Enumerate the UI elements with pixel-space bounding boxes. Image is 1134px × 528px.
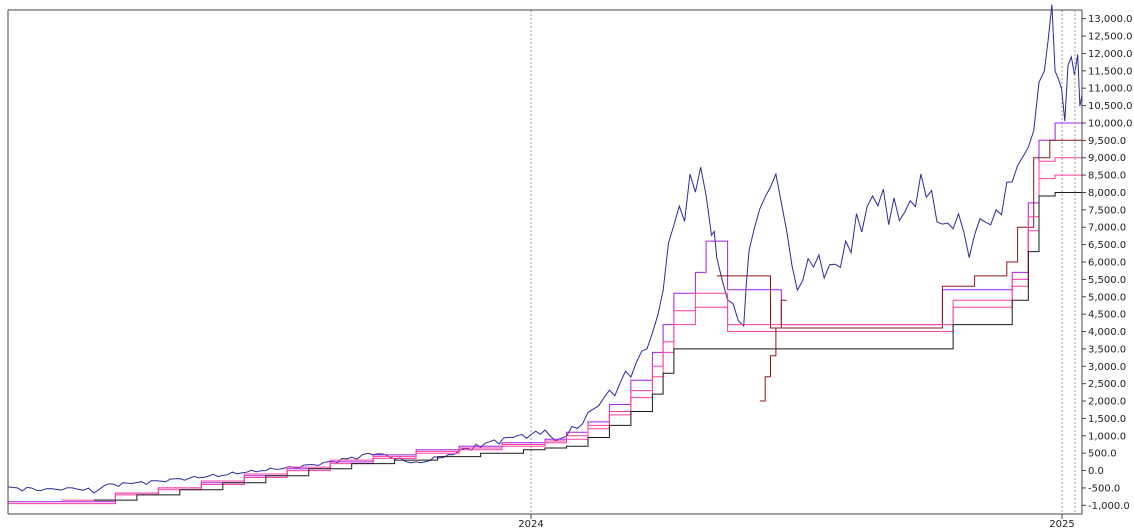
axis-layer: 13,000.0 12,500.0 12,000.0 11,500.0 11,000.0… <box>7 9 1133 528</box>
y-tick-label: 6,000.0 <box>1088 258 1126 269</box>
y-tick-label: 1,000.0 <box>1088 431 1126 442</box>
y-tick-label: 7,500.0 <box>1088 205 1126 216</box>
y-tick-label: -1,000.0 <box>1088 501 1130 512</box>
y-tick-label: 10,000.0 <box>1088 118 1133 129</box>
y-tick-label: 8,500.0 <box>1088 171 1126 182</box>
y-tick-label: 9,000.0 <box>1088 153 1126 164</box>
y-tick-label: 11,500.0 <box>1088 66 1133 77</box>
y-tick-label: 0.0 <box>1088 466 1104 477</box>
y-tick-label: 13,000.0 <box>1088 14 1133 25</box>
y-tick-label: 5,500.0 <box>1088 275 1126 286</box>
y-tick-label: 3,500.0 <box>1088 344 1126 355</box>
series-line-0 <box>7 4 1083 494</box>
y-tick-label: 4,000.0 <box>1088 327 1126 338</box>
series-line-5 <box>93 192 1082 501</box>
y-tick-label: 5,000.0 <box>1088 292 1126 303</box>
y-tick-label: 500.0 <box>1088 449 1117 460</box>
y-tick-label: 12,500.0 <box>1088 32 1133 43</box>
y-tick-label: 9,500.0 <box>1088 136 1126 147</box>
y-tick-label: 2,500.0 <box>1088 379 1126 390</box>
y-tick-label: 6,500.0 <box>1088 240 1126 251</box>
series-line-4 <box>61 174 1082 501</box>
series-layer <box>7 4 1083 505</box>
series-line-2 <box>716 139 1082 329</box>
y-tick-label: 7,000.0 <box>1088 223 1126 234</box>
y-tick-label: 1,500.0 <box>1088 414 1126 425</box>
grid-layer <box>530 10 1063 514</box>
x-tick-label: 2025 <box>1049 519 1074 528</box>
x-tick-label: 2024 <box>518 519 543 528</box>
series-line-3 <box>8 157 1082 505</box>
y-tick-label: 2,000.0 <box>1088 397 1126 408</box>
y-tick-label: 3,000.0 <box>1088 362 1126 373</box>
y-tick-label: 12,000.0 <box>1088 49 1133 60</box>
series-line-6 <box>759 299 787 402</box>
y-tick-label: 8,000.0 <box>1088 188 1126 199</box>
y-tick-label: 10,500.0 <box>1088 101 1133 112</box>
y-tick-label: 4,500.0 <box>1088 310 1126 321</box>
y-tick-label: 11,000.0 <box>1088 84 1133 95</box>
y-tick-label: -500.0 <box>1088 483 1120 494</box>
